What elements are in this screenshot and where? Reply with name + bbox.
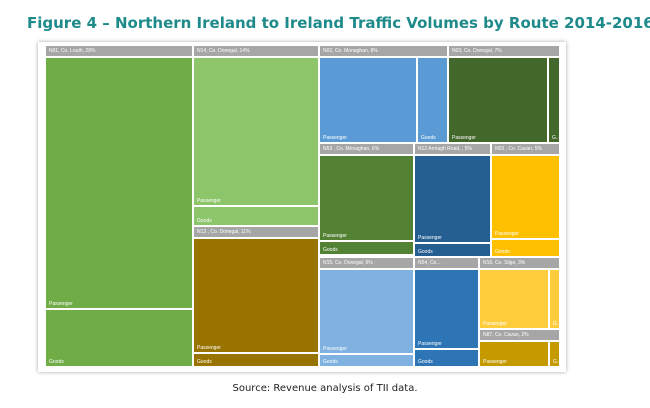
source-note: Source: Revenue analysis of TII data. [232,383,418,394]
cell-label-n13-goods: Goods [197,359,212,365]
route-header-n12-armagh-road: N12 Armagh Road, , 5% [414,143,491,155]
treemap-cell-n54-passenger: Passenger [414,269,479,349]
figure-title: Figure 4 – Northern Ireland to Ireland T… [27,14,650,32]
route-header-n53: N53 , Co. Monaghan, 6% [319,143,414,155]
cell-label-n02-passenger: Passenger [323,135,347,141]
cell-label-n02-goods: Goods [421,135,436,141]
route-header-n54: N54, Co... [414,257,479,269]
treemap-cell-n02-goods: Goods [417,57,448,143]
cell-label-n15-passenger: Passenger [323,346,347,352]
treemap-cell-n01-passenger: Passenger [45,57,193,309]
treemap-cell-n15-passenger: Passenger [319,269,414,354]
treemap-cell-n13-goods: Goods [193,353,319,367]
treemap-cell-n01-goods: Goods [45,309,193,367]
cell-label-n15-goods: Goods [323,359,338,365]
treemap-cell-n16-passenger: Passenger [479,269,549,329]
cell-label-n53-goods: Goods [323,247,338,253]
route-header-n13: N13 , Co. Donegal, 11% [193,226,319,238]
route-header-n15: N15, Co. Donegal, 6% [319,257,414,269]
route-header-n16: N16, Co. Sligo, 3% [479,257,560,269]
treemap-cell-n03-goods: G... [548,57,560,143]
route-header-n03: N03 , Co. Cavan, 5% [491,143,560,155]
treemap-cell-n54-goods: Goods [414,349,479,367]
treemap-cell-n03-goods: Goods [491,239,560,257]
treemap-cell-n16-goods: G... [549,269,560,329]
cell-label-n54-passenger: Passenger [418,341,442,347]
cell-label-n54-goods: Goods [418,359,433,365]
cell-label-n16-goods: G... [553,321,560,327]
treemap-cell-n14-passenger: Passenger [193,57,319,206]
treemap-cell-n03-passenger: Passenger [448,57,548,143]
cell-label-n14-passenger: Passenger [197,198,221,204]
treemap-cell-n87-passenger: Passenger [479,341,549,367]
treemap-cell-n15-goods: Goods [319,354,414,367]
treemap-cell-n53-goods: Goods [319,241,414,255]
cell-label-n03-passenger: Passenger [495,231,519,237]
route-header-n02: N02, Co. Monaghan, 8% [319,45,448,57]
treemap-cell-n87-goods: G... [549,341,560,367]
route-header-n14: N14, Co. Donegal, 14% [193,45,319,57]
treemap-chart: N01, Co. Louth, 28% Passenger Goods N14, Co… [38,42,566,372]
treemap-cell-n12-armagh-road-passenger: Passenger [414,155,491,243]
route-header-n03: N03, Co. Donegal, 7% [448,45,560,57]
route-header-n87: N87, Co. Cavan, 2% [479,329,560,341]
cell-label-n13-passenger: Passenger [197,345,221,351]
treemap-cell-n14-goods: Goods [193,206,319,226]
cell-label-n01-passenger: Passenger [49,301,73,307]
route-header-n01: N01, Co. Louth, 28% [45,45,193,57]
cell-label-n16-passenger: Passenger [483,321,507,327]
cell-label-n03-passenger: Passenger [452,135,476,141]
cell-label-n12-armagh-road-passenger: Passenger [418,235,442,241]
cell-label-n87-goods: G... [553,359,560,365]
cell-label-n87-passenger: Passenger [483,359,507,365]
cell-label-n12-armagh-road-goods: Goods [418,249,433,255]
cell-label-n03-goods: Goods [495,249,510,255]
cell-label-n03-goods: G... [552,135,560,141]
cell-label-n53-passenger: Passenger [323,233,347,239]
treemap-cell-n13-passenger: Passenger [193,238,319,353]
treemap-cell-n12-armagh-road-goods: Goods [414,243,491,257]
cell-label-n14-goods: Goods [197,218,212,224]
treemap-cell-n53-passenger: Passenger [319,155,414,241]
treemap-cell-n02-passenger: Passenger [319,57,417,143]
cell-label-n01-goods: Goods [49,359,64,365]
treemap-cell-n03-passenger: Passenger [491,155,560,239]
